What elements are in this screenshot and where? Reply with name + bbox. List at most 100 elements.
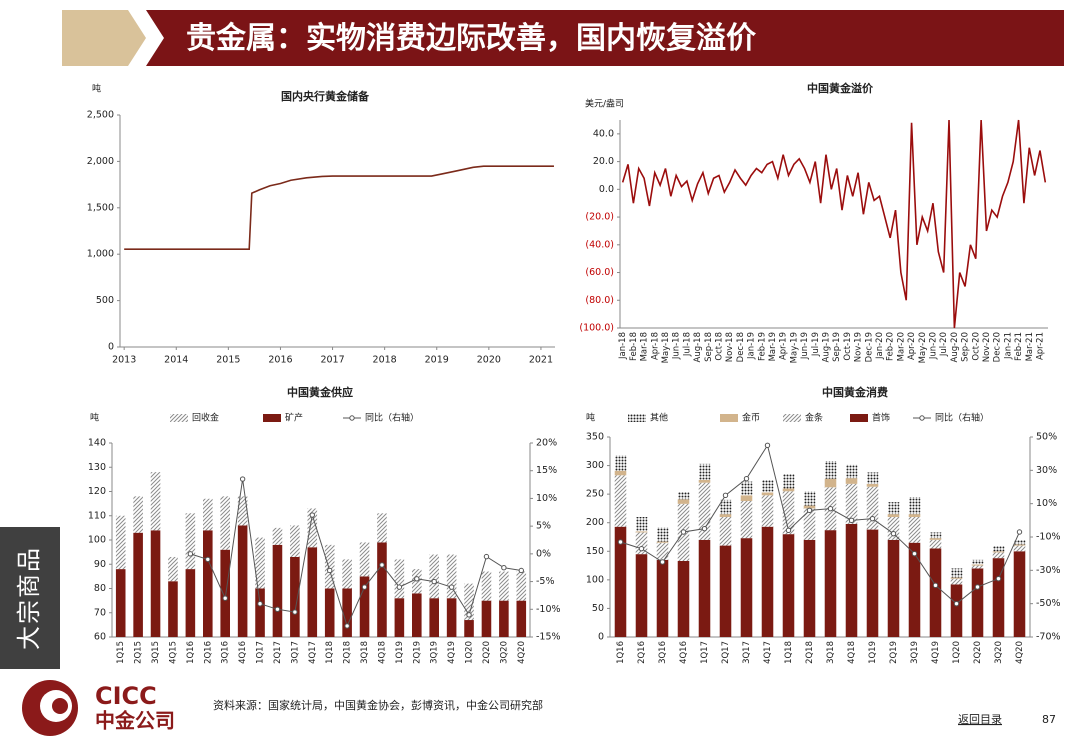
legend-swatch xyxy=(628,414,646,422)
x-tick-label: 2016 xyxy=(268,355,292,366)
bar xyxy=(929,538,942,540)
bar xyxy=(971,564,984,566)
x-tick-label: Apr-18 xyxy=(650,332,660,360)
x-tick-label: 1Q19 xyxy=(868,641,878,664)
y-tick-label: 60 xyxy=(94,632,106,643)
bar xyxy=(115,515,126,570)
y-tick-label: 70 xyxy=(94,607,106,618)
chart-title: 中国黄金消费 xyxy=(822,385,888,399)
bar xyxy=(698,463,711,480)
bar xyxy=(255,537,265,589)
legend-label: 其他 xyxy=(650,412,668,424)
y2-tick-label: -10% xyxy=(1036,532,1061,543)
bar xyxy=(824,461,837,479)
x-tick-label: 2020 xyxy=(477,355,501,366)
bar xyxy=(307,547,318,637)
y2-tick-label: 10% xyxy=(536,493,557,504)
bar xyxy=(481,571,492,601)
line-marker xyxy=(466,612,472,618)
y-tick-label: 2,500 xyxy=(87,110,114,121)
bar xyxy=(446,554,457,599)
x-tick-label: 2Q16 xyxy=(203,641,213,664)
y2-tick-label: 0% xyxy=(536,548,551,559)
x-tick-label: 1Q19 xyxy=(395,641,405,664)
x-tick-label: Apr-21 xyxy=(1035,332,1045,360)
bar xyxy=(782,474,795,489)
y-tick-label: 0.0 xyxy=(599,184,614,195)
x-tick-label: 3Q20 xyxy=(994,641,1004,664)
line-marker xyxy=(995,575,1002,582)
legend-swatch xyxy=(170,414,188,422)
bar xyxy=(971,559,984,565)
x-tick-label: Apr-19 xyxy=(779,332,789,360)
x-tick-label: 2Q17 xyxy=(273,641,283,664)
bar xyxy=(845,464,858,479)
x-tick-label: 1Q20 xyxy=(952,641,962,664)
legend-label: 同比（右轴） xyxy=(365,412,419,424)
x-tick-label: 1Q16 xyxy=(186,641,196,664)
bar xyxy=(614,526,627,637)
x-tick-label: 4Q19 xyxy=(931,641,941,664)
bar xyxy=(635,517,648,532)
bar xyxy=(1013,539,1026,545)
line-marker xyxy=(396,584,403,590)
axis-unit: 吨 xyxy=(92,83,101,95)
bar xyxy=(740,495,753,501)
x-tick-label: Mar-19 xyxy=(768,332,778,361)
bar xyxy=(1013,551,1026,637)
x-tick-label: 4Q18 xyxy=(377,641,387,664)
back-link[interactable]: 返回目录 xyxy=(958,713,1002,726)
bar xyxy=(992,552,1005,559)
bar xyxy=(929,548,942,637)
bar xyxy=(740,481,753,496)
y-tick-label: 120 xyxy=(88,486,106,497)
y-tick-label: 150 xyxy=(586,546,604,557)
y2-tick-label: 5% xyxy=(536,521,551,532)
x-tick-label: Oct-19 xyxy=(843,332,853,361)
bar xyxy=(272,527,283,545)
x-tick-label: 2013 xyxy=(112,355,136,366)
x-tick-label: Aug-19 xyxy=(821,332,831,362)
bar xyxy=(656,541,669,543)
bar xyxy=(992,551,1005,553)
bar xyxy=(719,517,732,546)
y-tick-label: 250 xyxy=(586,489,604,500)
x-tick-label: 1Q17 xyxy=(256,641,266,664)
bar xyxy=(782,491,795,535)
y-tick-label: (100.0) xyxy=(579,323,614,334)
x-tick-label: 4Q15 xyxy=(168,641,178,664)
x-tick-label: 4Q16 xyxy=(679,641,689,664)
x-tick-label: Mar-18 xyxy=(640,332,650,361)
line-marker xyxy=(327,567,333,574)
bar xyxy=(992,558,1005,637)
bar xyxy=(866,529,879,637)
slide-title: 贵金属：实物消费边际改善，国内恢复溢价 xyxy=(186,21,756,56)
x-tick-label: Jul-20 xyxy=(939,332,949,357)
bar xyxy=(677,561,690,637)
x-tick-label: Sep-18 xyxy=(704,332,714,362)
x-tick-label: 4Q16 xyxy=(238,641,248,664)
y-tick-label: 0 xyxy=(598,632,604,643)
x-tick-label: Jan-18 xyxy=(618,332,628,360)
bar xyxy=(446,598,457,637)
bar xyxy=(220,549,230,637)
bar xyxy=(656,527,669,542)
legend-swatch xyxy=(720,414,738,422)
bar xyxy=(719,545,732,637)
line-marker xyxy=(379,562,385,568)
bar xyxy=(133,532,143,637)
bar xyxy=(220,496,230,550)
legend-label: 同比（右轴） xyxy=(935,412,989,424)
x-tick-label: 2019 xyxy=(425,355,449,366)
legend-marker xyxy=(349,415,355,421)
bar xyxy=(803,505,816,509)
x-tick-label: 1Q18 xyxy=(784,641,794,664)
y-tick-label: 350 xyxy=(586,432,604,443)
bar xyxy=(971,565,984,569)
line xyxy=(124,165,554,250)
bar xyxy=(782,534,795,637)
line-marker xyxy=(344,623,350,629)
line-marker xyxy=(764,442,771,449)
y2-tick-label: -10% xyxy=(536,604,561,615)
line-marker xyxy=(518,567,524,574)
